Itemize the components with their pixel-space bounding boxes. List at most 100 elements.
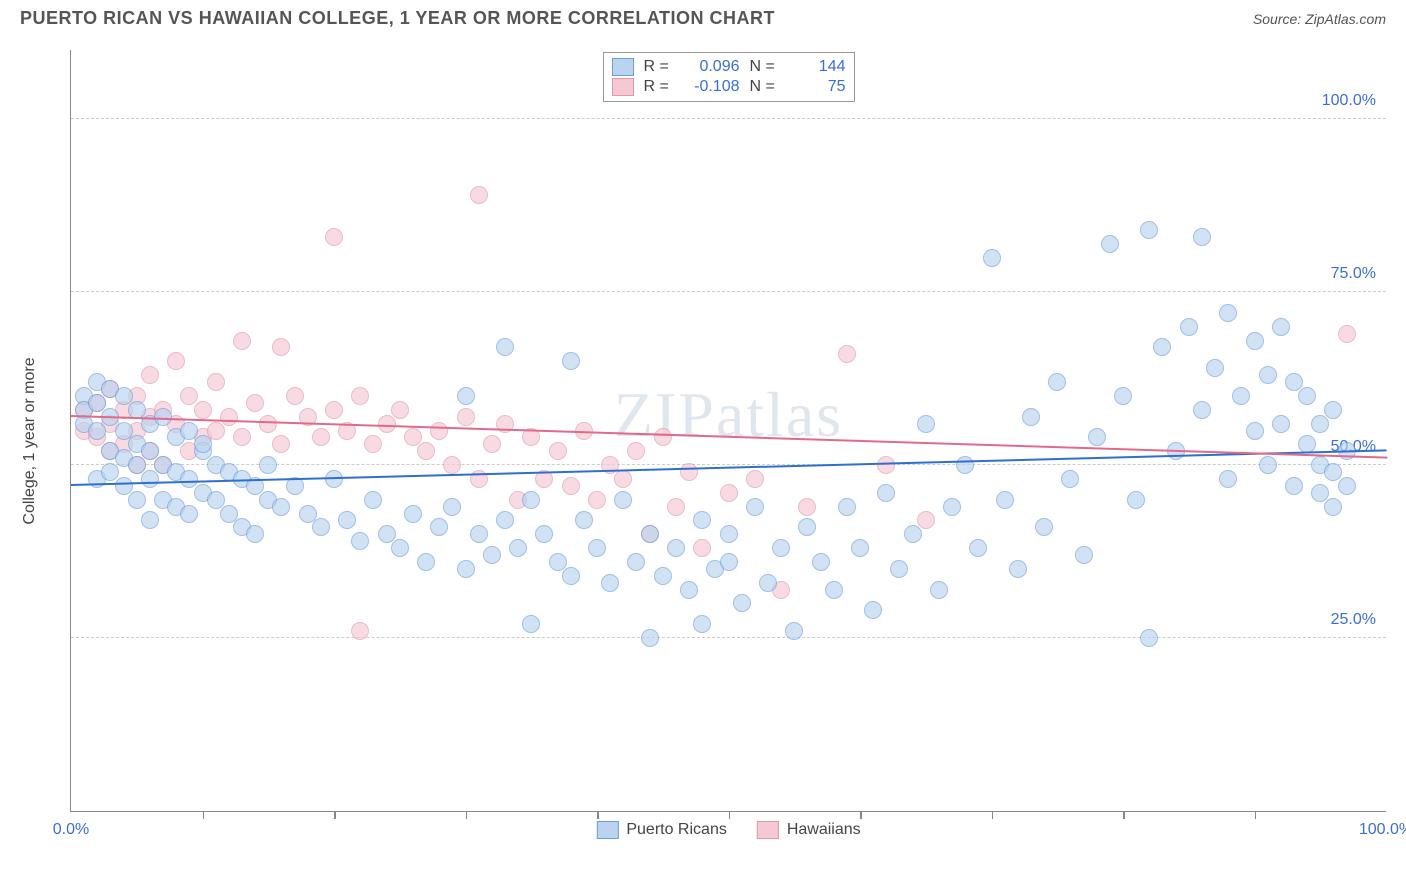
legend-label: Hawaiians	[787, 821, 861, 839]
data-point	[1061, 470, 1079, 488]
data-point	[259, 456, 277, 474]
data-point	[233, 428, 251, 446]
data-point	[654, 567, 672, 585]
data-point	[680, 581, 698, 599]
data-point	[877, 456, 895, 474]
x-tick-label: 100.0%	[1359, 821, 1406, 839]
data-point	[562, 567, 580, 585]
gridline	[71, 118, 1386, 119]
stats-legend-box: R =0.096N =144R =-0.108N =75	[603, 52, 855, 102]
y-tick-label: 100.0%	[1322, 92, 1376, 110]
data-point	[430, 422, 448, 440]
data-point	[614, 470, 632, 488]
data-point	[457, 560, 475, 578]
data-point	[601, 574, 619, 592]
n-value: 144	[788, 58, 846, 76]
data-point	[667, 539, 685, 557]
data-point	[391, 539, 409, 557]
data-point	[627, 442, 645, 460]
data-point	[272, 338, 290, 356]
data-point	[864, 601, 882, 619]
data-point	[1219, 304, 1237, 322]
data-point	[1246, 332, 1264, 350]
n-value: 75	[788, 78, 846, 96]
chart-title: PUERTO RICAN VS HAWAIIAN COLLEGE, 1 YEAR…	[20, 8, 775, 29]
data-point	[996, 491, 1014, 509]
data-point	[641, 525, 659, 543]
y-tick-label: 25.0%	[1331, 611, 1376, 629]
data-point	[496, 511, 514, 529]
gridline	[71, 291, 1386, 292]
data-point	[509, 539, 527, 557]
legend-item: Hawaiians	[757, 821, 861, 839]
data-point	[969, 539, 987, 557]
data-point	[917, 415, 935, 433]
data-point	[417, 442, 435, 460]
data-point	[470, 186, 488, 204]
data-point	[693, 511, 711, 529]
data-point	[351, 622, 369, 640]
data-point	[798, 498, 816, 516]
data-point	[680, 463, 698, 481]
data-point	[877, 484, 895, 502]
r-value: -0.108	[682, 78, 740, 96]
n-label: N =	[750, 58, 778, 76]
data-point	[825, 581, 843, 599]
data-point	[983, 249, 1001, 267]
data-point	[1311, 415, 1329, 433]
data-point	[1272, 415, 1290, 433]
data-point	[1338, 477, 1356, 495]
x-tick	[334, 811, 336, 819]
x-tick	[729, 811, 731, 819]
data-point	[1259, 456, 1277, 474]
x-tick	[992, 811, 994, 819]
data-point	[522, 615, 540, 633]
chart-container: College, 1 year or more ZIPatlas R =0.09…	[50, 50, 1386, 832]
data-point	[785, 622, 803, 640]
data-point	[470, 525, 488, 543]
legend-item: Puerto Ricans	[596, 821, 727, 839]
data-point	[207, 422, 225, 440]
data-point	[325, 228, 343, 246]
data-point	[1180, 318, 1198, 336]
data-point	[562, 352, 580, 370]
legend-label: Puerto Ricans	[626, 821, 727, 839]
chart-header: PUERTO RICAN VS HAWAIIAN COLLEGE, 1 YEAR…	[0, 0, 1406, 29]
data-point	[627, 553, 645, 571]
data-point	[351, 387, 369, 405]
r-label: R =	[644, 58, 672, 76]
data-point	[154, 408, 172, 426]
data-point	[1114, 387, 1132, 405]
data-point	[693, 539, 711, 557]
data-point	[338, 511, 356, 529]
x-tick-label: 0.0%	[53, 821, 89, 839]
data-point	[351, 532, 369, 550]
y-axis-label: College, 1 year or more	[21, 357, 39, 524]
data-point	[720, 484, 738, 502]
data-point	[364, 435, 382, 453]
x-tick	[466, 811, 468, 819]
data-point	[88, 422, 106, 440]
data-point	[1272, 318, 1290, 336]
data-point	[141, 470, 159, 488]
data-point	[1338, 325, 1356, 343]
data-point	[443, 456, 461, 474]
data-point	[1088, 428, 1106, 446]
data-point	[128, 491, 146, 509]
data-point	[772, 539, 790, 557]
data-point	[1048, 373, 1066, 391]
data-point	[562, 477, 580, 495]
data-point	[943, 498, 961, 516]
x-tick	[203, 811, 205, 819]
data-point	[720, 553, 738, 571]
chart-source: Source: ZipAtlas.com	[1253, 11, 1386, 27]
data-point	[1140, 629, 1158, 647]
data-point	[1298, 387, 1316, 405]
data-point	[1259, 366, 1277, 384]
data-point	[667, 498, 685, 516]
data-point	[457, 408, 475, 426]
data-point	[1219, 470, 1237, 488]
data-point	[654, 428, 672, 446]
data-point	[391, 401, 409, 419]
data-point	[180, 505, 198, 523]
